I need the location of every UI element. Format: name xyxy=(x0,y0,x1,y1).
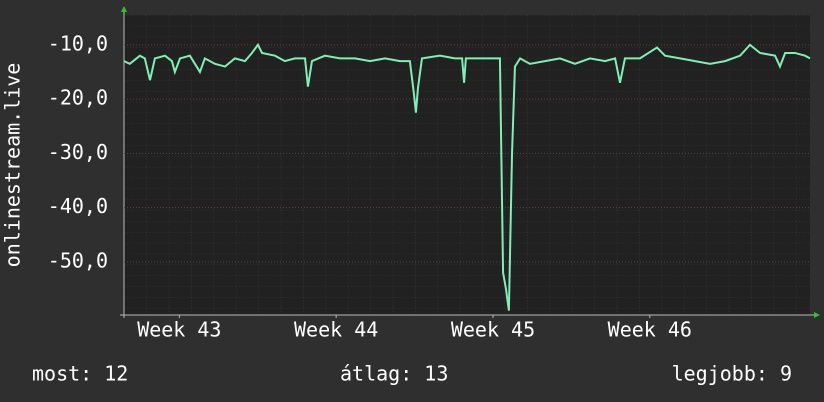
x-tick-label: Week 44 xyxy=(294,318,378,342)
y-tick-label: -40,0 xyxy=(48,194,108,218)
footer-current: most: 12 xyxy=(32,362,128,386)
series-line xyxy=(123,42,811,311)
y-axis-label: onlinestream.live xyxy=(1,63,25,268)
y-tick-label: -50,0 xyxy=(48,248,108,272)
minor-grid xyxy=(124,15,810,315)
y-arrow xyxy=(121,6,127,12)
y-tick-label: -30,0 xyxy=(48,140,108,164)
x-tick-label: Week 43 xyxy=(137,318,221,342)
y-tick-label: -10,0 xyxy=(48,31,108,55)
x-tick-label: Week 45 xyxy=(451,318,535,342)
x-tick-label: Week 46 xyxy=(608,318,692,342)
footer-best: legjobb: 9 xyxy=(672,362,792,386)
footer-average: átlag: 13 xyxy=(340,362,448,386)
x-arrow xyxy=(814,312,820,318)
y-tick-label: -20,0 xyxy=(48,86,108,110)
